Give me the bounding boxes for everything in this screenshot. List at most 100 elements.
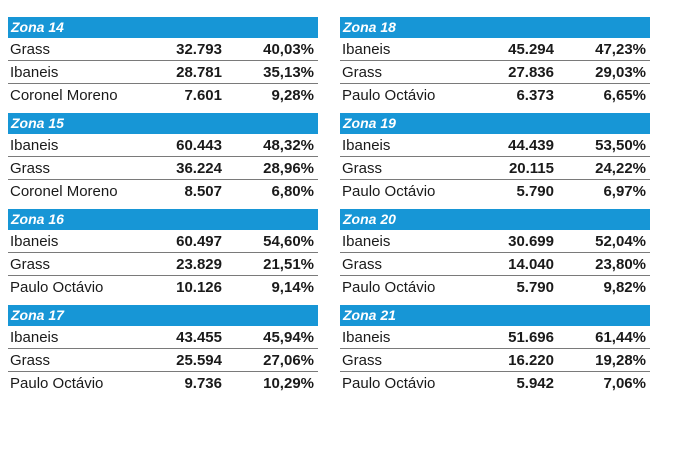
- vote-percentage: 40,03%: [263, 40, 314, 58]
- candidate-name: Grass: [342, 159, 383, 177]
- result-row: Ibaneis 45.294 47,23%: [340, 38, 650, 61]
- candidate-name: Paulo Octávio: [342, 279, 436, 296]
- candidate-name: Grass: [10, 159, 51, 177]
- left-column: Zona 14 Grass 32.793 40,03% Ibaneis 28.7…: [8, 17, 318, 401]
- vote-percentage: 9,82%: [603, 279, 646, 296]
- vote-count: 23.829: [176, 255, 222, 273]
- vote-percentage: 21,51%: [263, 255, 314, 273]
- vote-count: 16.220: [508, 351, 554, 369]
- vote-count: 60.443: [176, 136, 222, 154]
- candidate-name: Ibaneis: [10, 232, 59, 250]
- candidate-name: Ibaneis: [342, 232, 391, 250]
- vote-percentage: 9,28%: [271, 87, 314, 104]
- candidate-name: Paulo Octávio: [10, 279, 104, 296]
- candidate-name: Grass: [10, 40, 51, 58]
- candidate-name: Ibaneis: [342, 328, 391, 346]
- vote-percentage: 54,60%: [263, 232, 314, 250]
- candidate-name: Ibaneis: [342, 40, 391, 58]
- vote-percentage: 19,28%: [595, 351, 646, 369]
- zone-table: Zona 18 Ibaneis 45.294 47,23% Grass 27.8…: [340, 17, 650, 107]
- vote-percentage: 24,22%: [595, 159, 646, 177]
- zone-title: Zona 16: [8, 209, 318, 230]
- vote-count: 30.699: [508, 232, 554, 250]
- vote-percentage: 35,13%: [263, 63, 314, 81]
- vote-percentage: 27,06%: [263, 351, 314, 369]
- result-row: Ibaneis 28.781 35,13%: [8, 61, 318, 84]
- vote-count: 27.836: [508, 63, 554, 81]
- candidate-name: Paulo Octávio: [10, 375, 104, 392]
- candidate-name: Grass: [10, 255, 51, 273]
- vote-percentage: 45,94%: [263, 328, 314, 346]
- zone-title: Zona 15: [8, 113, 318, 134]
- vote-count: 28.781: [176, 63, 222, 81]
- vote-count: 5.790: [516, 279, 554, 296]
- vote-count: 32.793: [176, 40, 222, 58]
- vote-percentage: 47,23%: [595, 40, 646, 58]
- zone-title: Zona 17: [8, 305, 318, 326]
- vote-count: 60.497: [176, 232, 222, 250]
- vote-count: 20.115: [508, 159, 554, 177]
- vote-count: 9.736: [184, 375, 222, 392]
- result-row: Ibaneis 60.443 48,32%: [8, 134, 318, 157]
- candidate-name: Coronel Moreno: [10, 87, 118, 104]
- vote-percentage: 48,32%: [263, 136, 314, 154]
- vote-percentage: 6,80%: [271, 183, 314, 200]
- candidate-name: Ibaneis: [10, 328, 59, 346]
- vote-count: 36.224: [176, 159, 222, 177]
- zone-table: Zona 20 Ibaneis 30.699 52,04% Grass 14.0…: [340, 209, 650, 299]
- result-row: Ibaneis 44.439 53,50%: [340, 134, 650, 157]
- result-row: Coronel Moreno 7.601 9,28%: [8, 84, 318, 107]
- result-row: Paulo Octávio 5.790 6,97%: [340, 180, 650, 203]
- vote-percentage: 29,03%: [595, 63, 646, 81]
- zone-table: Zona 21 Ibaneis 51.696 61,44% Grass 16.2…: [340, 305, 650, 395]
- vote-percentage: 7,06%: [603, 375, 646, 392]
- result-row: Grass 36.224 28,96%: [8, 157, 318, 180]
- vote-count: 10.126: [176, 279, 222, 296]
- result-row: Grass 27.836 29,03%: [340, 61, 650, 84]
- candidate-name: Paulo Octávio: [342, 87, 436, 104]
- candidate-name: Grass: [10, 351, 51, 369]
- result-row: Grass 32.793 40,03%: [8, 38, 318, 61]
- vote-percentage: 6,97%: [603, 183, 646, 200]
- result-row: Grass 14.040 23,80%: [340, 253, 650, 276]
- vote-percentage: 9,14%: [271, 279, 314, 296]
- result-row: Coronel Moreno 8.507 6,80%: [8, 180, 318, 203]
- vote-count: 5.790: [516, 183, 554, 200]
- vote-count: 7.601: [184, 87, 222, 104]
- vote-count: 51.696: [508, 328, 554, 346]
- candidate-name: Paulo Octávio: [342, 183, 436, 200]
- right-column: Zona 18 Ibaneis 45.294 47,23% Grass 27.8…: [340, 17, 650, 401]
- result-row: Ibaneis 43.455 45,94%: [8, 326, 318, 349]
- vote-count: 44.439: [508, 136, 554, 154]
- candidate-name: Grass: [342, 351, 383, 369]
- result-row: Grass 23.829 21,51%: [8, 253, 318, 276]
- vote-percentage: 28,96%: [263, 159, 314, 177]
- zone-title: Zona 18: [340, 17, 650, 38]
- candidate-name: Ibaneis: [10, 63, 59, 81]
- result-row: Paulo Octávio 5.942 7,06%: [340, 372, 650, 395]
- zone-title: Zona 21: [340, 305, 650, 326]
- candidate-name: Ibaneis: [342, 136, 391, 154]
- vote-count: 43.455: [176, 328, 222, 346]
- result-row: Ibaneis 51.696 61,44%: [340, 326, 650, 349]
- result-row: Paulo Octávio 5.790 9,82%: [340, 276, 650, 299]
- zone-table: Zona 16 Ibaneis 60.497 54,60% Grass 23.8…: [8, 209, 318, 299]
- candidate-name: Grass: [342, 63, 383, 81]
- vote-percentage: 6,65%: [603, 87, 646, 104]
- vote-count: 14.040: [508, 255, 554, 273]
- result-row: Paulo Octávio 9.736 10,29%: [8, 372, 318, 395]
- candidate-name: Grass: [342, 255, 383, 273]
- zone-table: Zona 19 Ibaneis 44.439 53,50% Grass 20.1…: [340, 113, 650, 203]
- zone-title: Zona 14: [8, 17, 318, 38]
- vote-percentage: 10,29%: [263, 375, 314, 392]
- candidate-name: Paulo Octávio: [342, 375, 436, 392]
- zone-table: Zona 14 Grass 32.793 40,03% Ibaneis 28.7…: [8, 17, 318, 107]
- candidate-name: Coronel Moreno: [10, 183, 118, 200]
- candidate-name: Ibaneis: [10, 136, 59, 154]
- vote-percentage: 23,80%: [595, 255, 646, 273]
- vote-percentage: 52,04%: [595, 232, 646, 250]
- result-row: Grass 20.115 24,22%: [340, 157, 650, 180]
- result-row: Paulo Octávio 10.126 9,14%: [8, 276, 318, 299]
- vote-count: 45.294: [508, 40, 554, 58]
- vote-percentage: 61,44%: [595, 328, 646, 346]
